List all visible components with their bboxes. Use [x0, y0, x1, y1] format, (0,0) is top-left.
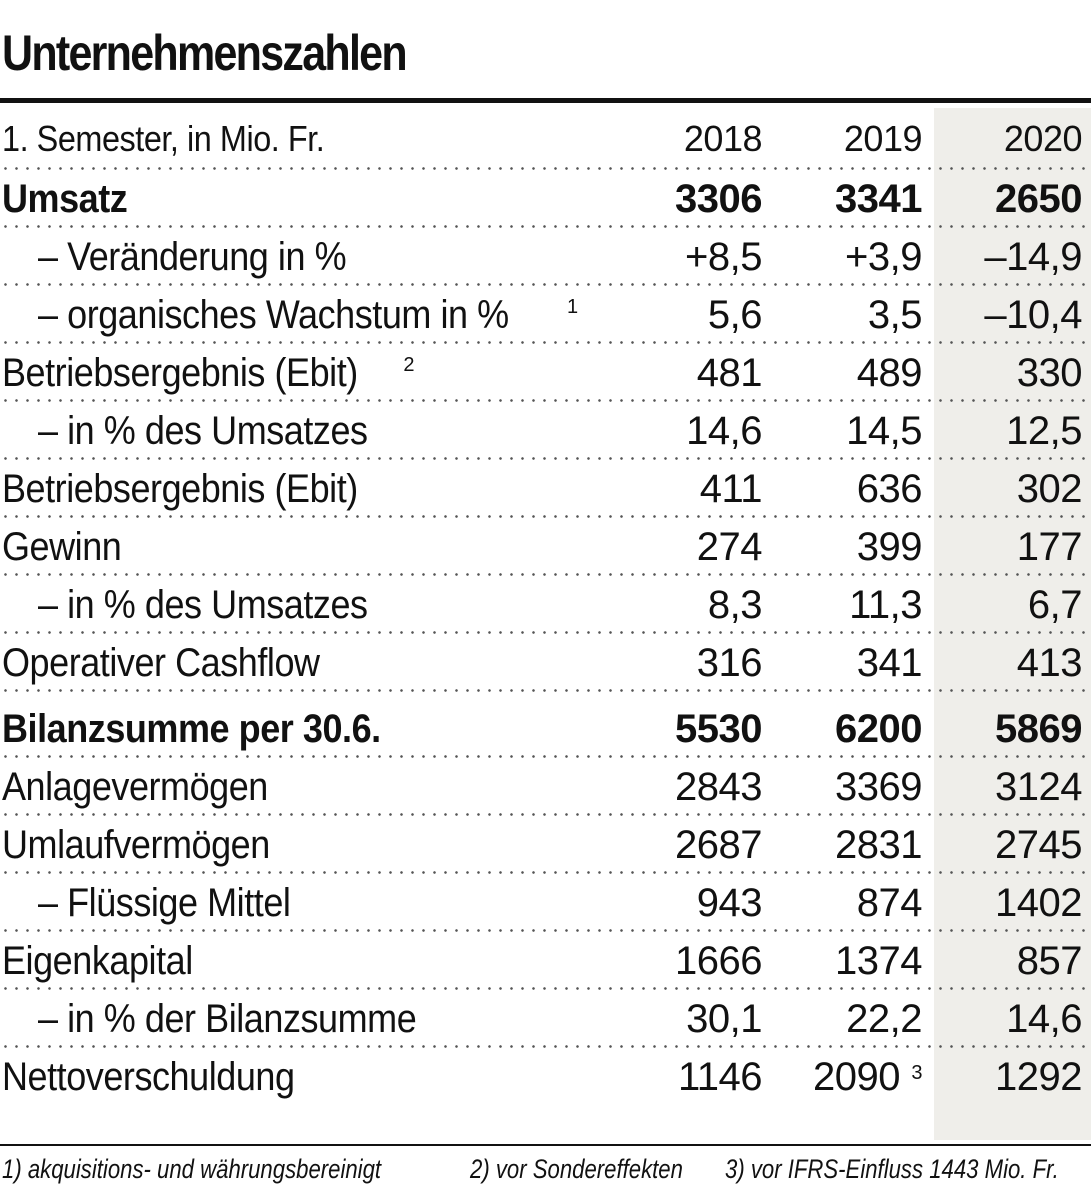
value-2019: 636 — [856, 466, 923, 511]
table-row: Betriebsergebnis (Ebit) 411 636 302 — [0, 460, 1091, 518]
table-row: – in % des Umsatzes 14,6 14,5 12,5 — [0, 402, 1091, 460]
value-2018: 5530 — [675, 706, 762, 751]
value-2019: 399 — [856, 524, 923, 569]
value-2018: 411 — [699, 466, 763, 511]
value-2018: 481 — [696, 350, 763, 395]
value-2018: 5,6 — [707, 292, 763, 337]
value-2019: 22,2 — [846, 996, 922, 1041]
table-row: Gewinn 274 399 177 — [0, 518, 1091, 576]
table-row: – in % des Umsatzes 8,3 11,3 6,7 — [0, 576, 1091, 634]
row-label: – organisches Wachstum in % 1 — [38, 292, 578, 337]
table-row: Operativer Cashflow 316 341 413 — [0, 634, 1091, 692]
table-row: Betriebsergebnis (Ebit) 2 481 489 330 — [0, 344, 1091, 402]
value-2020: 857 — [1016, 938, 1083, 983]
header-label: 1. Semester, in Mio. Fr. — [2, 118, 325, 159]
row-label: Bilanzsumme per 30.6. — [2, 706, 381, 751]
value-2018: 2687 — [675, 822, 762, 867]
header-year-2018: 2018 — [683, 118, 763, 159]
row-label: Gewinn — [2, 524, 122, 569]
row-label: Operativer Cashflow — [2, 640, 320, 685]
value-2019: 3369 — [835, 764, 922, 809]
header-year-2020: 2020 — [1003, 118, 1083, 159]
value-2018: 14,6 — [686, 408, 762, 453]
footnote-marker: 3 — [911, 1061, 922, 1084]
footnote-marker: 2 — [403, 354, 414, 376]
value-2020: 1292 — [995, 1054, 1082, 1099]
table-row: – Veränderung in % +8,5 +3,9 –14,9 — [0, 228, 1091, 286]
value-2020: 14,6 — [1006, 996, 1082, 1041]
value-2020: 1402 — [995, 880, 1082, 925]
value-2020: –14,9 — [984, 234, 1082, 279]
row-label: – in % des Umsatzes — [38, 582, 368, 627]
footnote-1: 1) akquisitions- und währungsbereinigt — [2, 1154, 382, 1184]
value-2018: 274 — [696, 524, 763, 569]
value-2019: 3341 — [835, 176, 922, 221]
footnote-2: 2) vor Sondereffekten — [470, 1154, 683, 1184]
row-label: Betriebsergebnis (Ebit) — [2, 466, 358, 511]
value-2020: 6,7 — [1027, 582, 1083, 627]
value-2019: 2831 — [835, 822, 922, 867]
value-2019: 874 — [856, 880, 923, 925]
value-2020: 330 — [1016, 350, 1083, 395]
row-label: – Veränderung in % — [38, 234, 347, 279]
row-label: Umlaufvermögen — [2, 822, 270, 867]
value-2018: 2843 — [675, 764, 762, 809]
value-2020: 413 — [1016, 640, 1083, 685]
row-label: – in % des Umsatzes — [38, 408, 368, 453]
value-2020: 5869 — [995, 706, 1082, 751]
table-title: Unternehmenszahlen — [2, 25, 408, 81]
value-2020: 3124 — [995, 764, 1082, 809]
header-year-2019: 2019 — [843, 118, 923, 159]
row-label: – Flüssige Mittel — [38, 880, 291, 925]
table-row: Nettoverschuldung 1146 2090 3 1292 — [0, 1048, 1091, 1106]
value-2018: 316 — [696, 640, 763, 685]
value-2018: 1146 — [677, 1054, 763, 1099]
footnotes: 1) akquisitions- und währungsbereinigt 2… — [0, 1144, 1091, 1196]
table-row: – Flüssige Mittel 943 874 1402 — [0, 874, 1091, 932]
value-2020: 302 — [1016, 466, 1083, 511]
value-2018: 943 — [696, 880, 763, 925]
row-label: Betriebsergebnis (Ebit) 2 — [2, 350, 414, 395]
value-2018: +8,5 — [685, 234, 762, 279]
table-row: Bilanzsumme per 30.6. 5530 6200 5869 — [0, 700, 1091, 758]
table-row: Eigenkapital 1666 1374 857 — [0, 932, 1091, 990]
value-2019: 3,5 — [867, 292, 923, 337]
value-2020: 2745 — [995, 822, 1082, 867]
value-2019: 341 — [856, 640, 923, 685]
value-2018: 1666 — [675, 938, 762, 983]
value-2018: 30,1 — [686, 996, 762, 1041]
table-header-row: 1. Semester, in Mio. Fr. 2018 2019 2020 — [0, 108, 1091, 170]
figures-table: 1. Semester, in Mio. Fr. 2018 2019 2020 … — [0, 108, 1091, 1106]
value-2019: 2090 3 — [813, 1054, 922, 1099]
highlight-column-2020 — [934, 108, 1091, 1140]
value-2019: 1374 — [835, 938, 922, 983]
table-row: Anlagevermögen 2843 3369 3124 — [0, 758, 1091, 816]
title-rule — [0, 98, 1091, 103]
footnote-3: 3) vor IFRS-Einfluss 1443 Mio. Fr. — [725, 1154, 1059, 1184]
row-label: – in % der Bilanzsumme — [38, 996, 417, 1041]
value-2019: 489 — [856, 350, 923, 395]
table-row: – organisches Wachstum in % 1 5,6 3,5 –10,4 — [0, 286, 1091, 344]
value-2020: 2650 — [995, 176, 1082, 221]
value-2020: –10,4 — [984, 292, 1082, 337]
value-2019: 11,3 — [849, 582, 922, 627]
value-2018: 3306 — [675, 176, 762, 221]
table-row: Umlaufvermögen 2687 2831 2745 — [0, 816, 1091, 874]
value-2020: 12,5 — [1006, 408, 1082, 453]
value-2018: 8,3 — [707, 582, 763, 627]
row-label: Eigenkapital — [2, 938, 193, 983]
value-2020: 177 — [1016, 524, 1083, 569]
value-2019: 6200 — [835, 706, 922, 751]
row-label: Anlagevermögen — [2, 764, 268, 809]
table-row: Umsatz 3306 3341 2650 — [0, 170, 1091, 228]
table-row: – in % der Bilanzsumme 30,1 22,2 14,6 — [0, 990, 1091, 1048]
row-label: Nettoverschuldung — [2, 1054, 295, 1099]
value-2019: +3,9 — [845, 234, 922, 279]
footnote-marker: 1 — [567, 296, 578, 318]
row-label: Umsatz — [2, 176, 128, 221]
value-2019: 14,5 — [846, 408, 922, 453]
